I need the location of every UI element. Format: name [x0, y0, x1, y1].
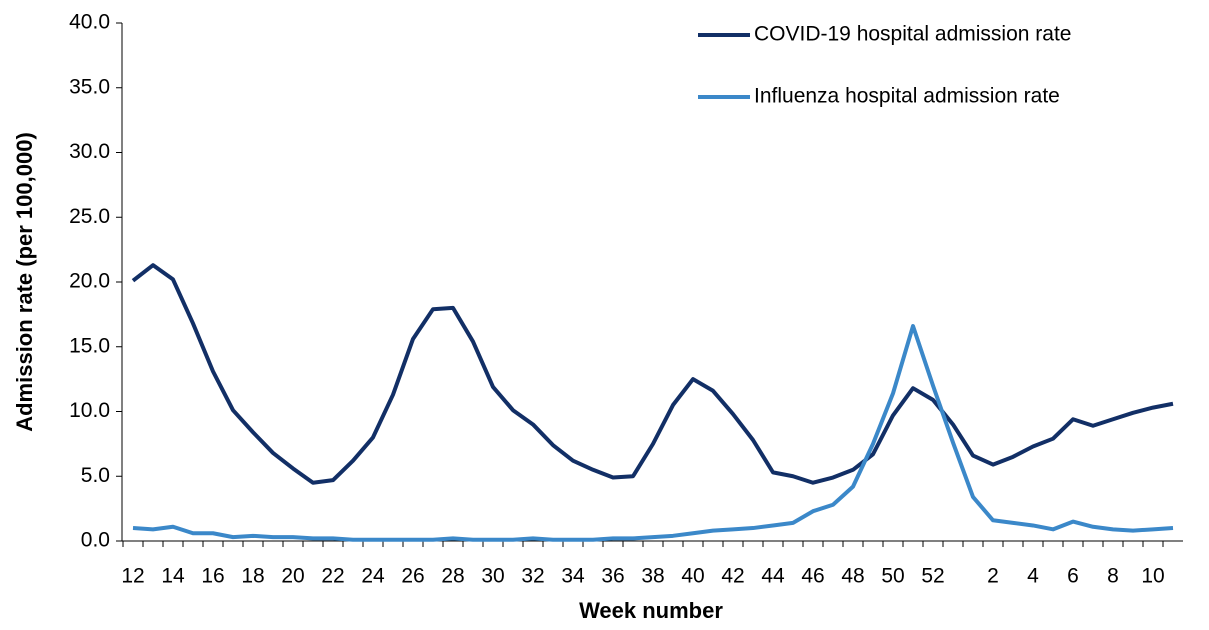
y-tick-label: 25.0 — [69, 205, 110, 228]
x-tick-label: 42 — [721, 565, 744, 588]
line-series — [131, 263, 1174, 485]
x-tick-label: 48 — [841, 565, 864, 588]
x-tick-label: 38 — [641, 565, 664, 588]
x-tick-label: 24 — [361, 565, 385, 588]
x-tick-label: 34 — [561, 565, 585, 588]
x-tick-label: 28 — [441, 565, 464, 588]
legend-label: COVID-19 hospital admission rate — [754, 23, 1071, 46]
x-tick-label: 20 — [281, 565, 304, 588]
y-tick-label: 40.0 — [69, 11, 110, 34]
y-axis-title: Admission rate (per 100,000) — [12, 132, 37, 432]
x-tick-label: 14 — [161, 565, 185, 588]
x-tick-label: 22 — [321, 565, 344, 588]
x-tick-label: 4 — [1027, 565, 1039, 588]
x-tick-label: 26 — [401, 565, 424, 588]
y-tick-label: 15.0 — [69, 334, 110, 357]
x-tick-label: 36 — [601, 565, 624, 588]
y-tick-label: 10.0 — [69, 399, 110, 422]
y-tick-label: 5.0 — [81, 464, 110, 487]
x-tick-label: 12 — [121, 565, 144, 588]
x-tick-label: 2 — [987, 565, 999, 588]
x-tick-label: 40 — [681, 565, 704, 588]
x-tick-label: 50 — [881, 565, 904, 588]
legend-label: Influenza hospital admission rate — [754, 85, 1060, 108]
x-tick-label: 6 — [1067, 565, 1079, 588]
y-tick-label: 35.0 — [69, 75, 110, 98]
y-tick-label: 0.0 — [81, 529, 110, 552]
x-axis-title: Week number — [579, 598, 723, 623]
x-tick-label: 46 — [801, 565, 824, 588]
x-tick-label: 16 — [201, 565, 224, 588]
y-tick-label: 30.0 — [69, 140, 110, 163]
x-tick-label: 30 — [481, 565, 504, 588]
line-series — [132, 324, 1174, 542]
y-tick-label: 20.0 — [69, 270, 110, 293]
x-tick-label: 52 — [921, 565, 944, 588]
x-tick-label: 32 — [521, 565, 544, 588]
x-tick-label: 44 — [761, 565, 785, 588]
x-tick-label: 8 — [1107, 565, 1119, 588]
x-tick-label: 18 — [241, 565, 264, 588]
x-tick-label: 10 — [1141, 565, 1164, 588]
